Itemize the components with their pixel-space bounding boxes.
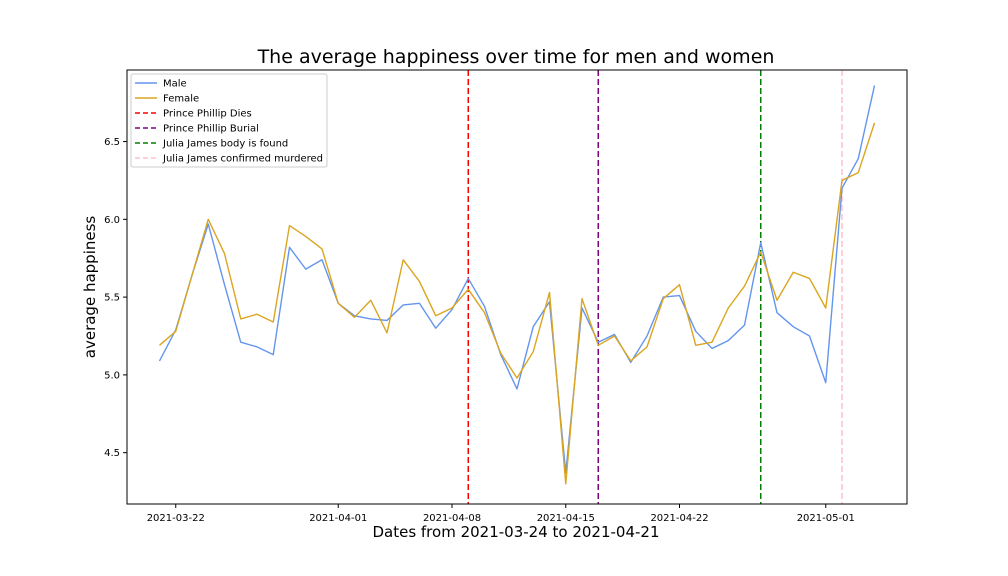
plot-area [158, 70, 876, 504]
y-tick-label: 5.5 [104, 293, 120, 304]
x-tick-label: 2021-04-15 [537, 513, 595, 524]
legend-label: Prince Phillip Dies [163, 109, 252, 120]
x-tick-label: 2021-04-01 [309, 513, 367, 524]
legend-box [130, 73, 328, 168]
series-line-male [158, 85, 876, 474]
chart-title: The average happiness over time for men … [257, 46, 775, 68]
y-axis-title: average happiness [81, 216, 99, 359]
legend-label: Julia James body is found [162, 139, 288, 150]
x-tick-label: 2021-04-08 [423, 513, 481, 524]
x-tick-label: 2021-03-22 [147, 513, 205, 524]
x-tick-label: 2021-05-01 [797, 513, 855, 524]
plot-frame [126, 69, 908, 505]
y-tick-label: 6.5 [104, 137, 120, 148]
series-line-female [159, 122, 876, 485]
x-tick-label: 2021-04-22 [650, 513, 708, 524]
legend-label: Female [163, 94, 199, 105]
legend-label: Julia James confirmed murdered [162, 154, 323, 165]
legend-label: Male [163, 79, 187, 90]
y-axis: 4.5 5.0 5.5 6.0 6.5 [104, 137, 127, 459]
x-axis-title: Dates from 2021-03-24 to 2021-04-21 [372, 523, 659, 541]
legend-label: Prince Phillip Burial [163, 124, 259, 135]
y-tick-label: 6.0 [104, 215, 120, 226]
y-tick-label: 4.5 [104, 448, 120, 459]
y-tick-label: 5.0 [104, 370, 120, 381]
legend: Male Female Prince Phillip Dies Prince Phil… [130, 73, 328, 168]
x-axis: 2021-03-22 2021-04-01 2021-04-08 2021-04-15… [147, 504, 855, 524]
